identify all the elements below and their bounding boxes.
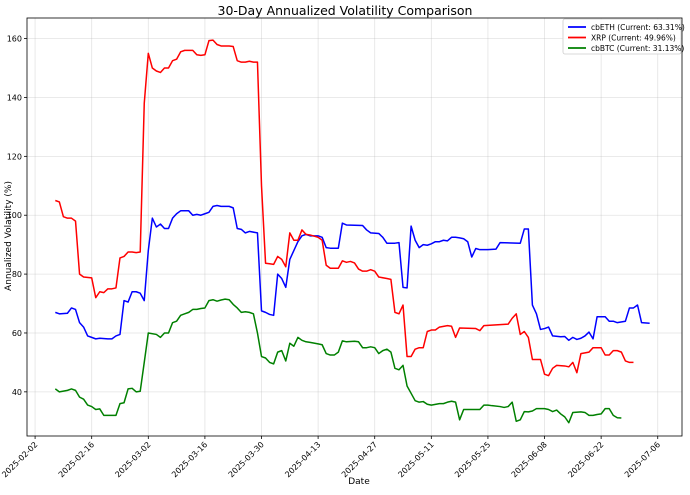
series-line-cbbtc	[54, 298, 622, 424]
legend-entry-cbbtc: cbBTC (Current: 31.13%)	[591, 44, 684, 53]
plot-frame	[26, 17, 683, 437]
series-line-xrp	[55, 39, 634, 377]
legend-box	[562, 18, 682, 55]
grid	[27, 18, 682, 436]
y-tick-label: 80	[12, 270, 22, 279]
legend: cbETH (Current: 63.31%)XRP (Current: 49.…	[562, 18, 685, 55]
y-tick-label: 140	[7, 93, 22, 102]
y-tick-label: 40	[12, 388, 22, 397]
series-line-cbeth	[55, 204, 650, 342]
chart-title: 30-Day Annualized Volatility Comparison	[218, 3, 473, 18]
x-axis-label: Date	[348, 477, 370, 487]
legend-entry-xrp: XRP (Current: 49.96%)	[591, 33, 676, 42]
y-axis-label: Annualized Volatility (%)	[4, 181, 14, 291]
y-tick-label: 100	[7, 211, 22, 220]
y-axis-ticks: 40 60 80 100 120 140 160	[7, 35, 27, 397]
legend-entry-cbeth: cbETH (Current: 63.31%)	[591, 23, 685, 32]
y-tick-label: 60	[12, 329, 22, 338]
series-layer	[54, 39, 650, 424]
y-tick-label: 160	[7, 35, 22, 44]
y-tick-label: 120	[7, 152, 22, 161]
